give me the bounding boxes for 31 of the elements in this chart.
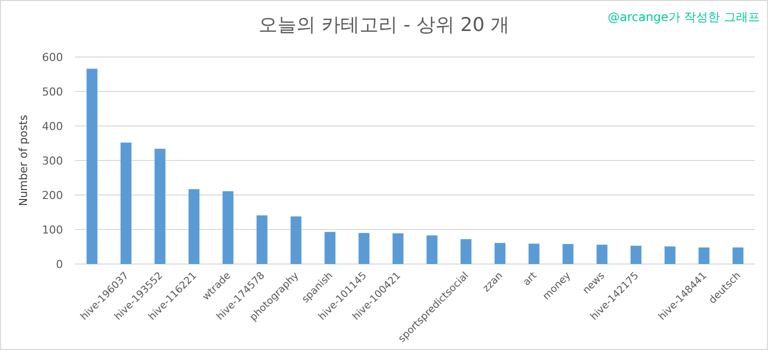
- bar: [596, 244, 608, 264]
- y-axis-title: Number of posts: [17, 114, 30, 206]
- bar: [86, 68, 98, 264]
- bar: [290, 216, 302, 264]
- bar: [630, 246, 642, 264]
- y-tick-label: 300: [42, 154, 63, 168]
- y-tick-label: 0: [56, 258, 63, 271]
- bar: [732, 247, 744, 264]
- bar: [154, 148, 166, 264]
- bar: [664, 246, 676, 264]
- bar: [562, 244, 574, 264]
- x-tick-label: art: [521, 270, 540, 288]
- y-tick-label: 400: [42, 120, 63, 133]
- y-tick-label: 500: [42, 86, 63, 98]
- bar: [120, 142, 132, 264]
- bar: [494, 242, 506, 264]
- bar: [188, 189, 200, 264]
- bar: [392, 233, 404, 264]
- bar: [698, 247, 710, 264]
- bar: [426, 235, 438, 264]
- bar: [358, 232, 370, 264]
- bar: [460, 239, 472, 264]
- bar: [256, 215, 268, 264]
- bar: [324, 232, 336, 264]
- text: @arcange가 작성한 그래프: [608, 10, 760, 24]
- chart-title: 오늘의 카테고리 - 상위 20 개: [258, 14, 510, 36]
- bar: [528, 244, 540, 264]
- y-tick-label: 100: [42, 224, 63, 236]
- bar: [222, 191, 234, 264]
- y-tick-label: 200: [42, 189, 63, 202]
- y-tick-label: 600: [42, 51, 63, 64]
